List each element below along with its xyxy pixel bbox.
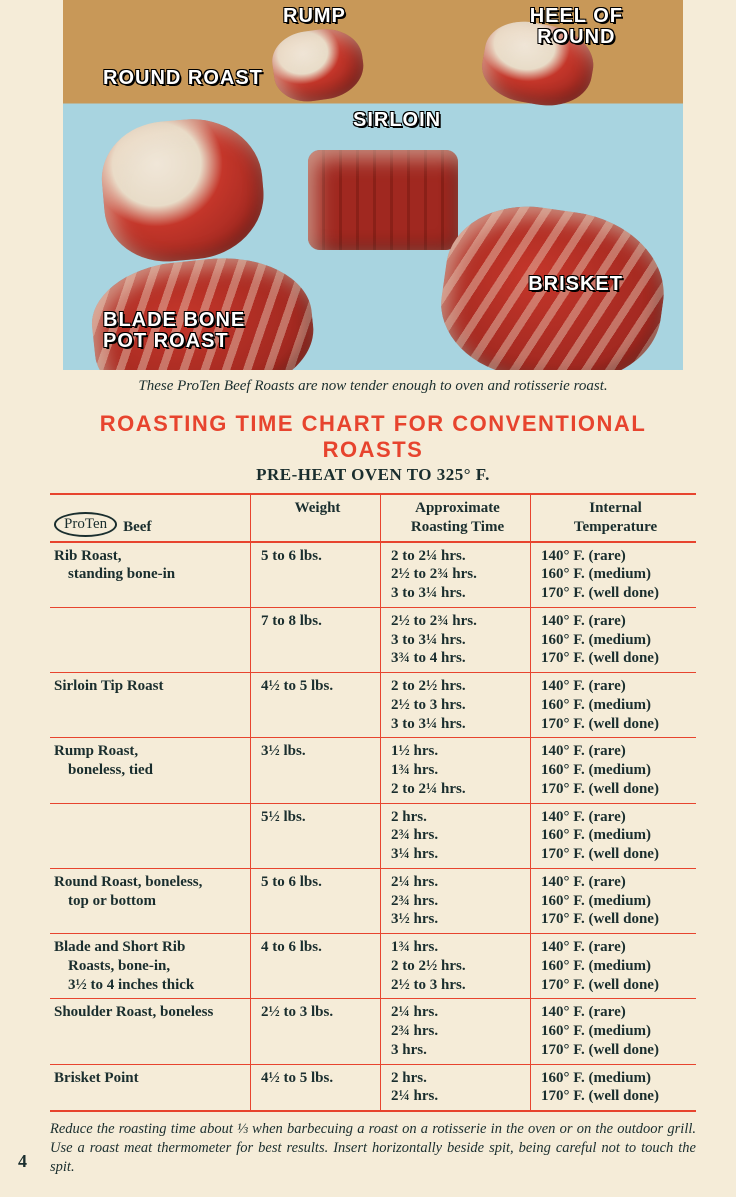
- temp-cell: 140° F. (rare)160° F. (medium)170° F. (w…: [530, 999, 696, 1063]
- weight-cell: 7 to 8 lbs.: [250, 608, 380, 672]
- label-round: ROUND ROAST: [103, 68, 263, 89]
- col-temp: Internal Temperature: [530, 495, 696, 541]
- time-cell: 2 hrs.2¾ hrs.3¼ hrs.: [380, 804, 530, 868]
- col-time: Approximate Roasting Time: [380, 495, 530, 541]
- table-row: 5½ lbs.2 hrs.2¾ hrs.3¼ hrs.140° F. (rare…: [50, 804, 696, 869]
- weight-cell: 4½ to 5 lbs.: [250, 1065, 380, 1111]
- cut-cell: [50, 608, 250, 672]
- weight-cell: 3½ lbs.: [250, 738, 380, 802]
- cut-cell: Shoulder Roast, boneless: [50, 999, 250, 1063]
- temp-cell: 140° F. (rare)160° F. (medium)170° F. (w…: [530, 738, 696, 802]
- cut-cell: Rib Roast,standing bone-in: [50, 543, 250, 607]
- roasting-chart: ProTen Beef Weight Approximate Roasting …: [50, 493, 696, 1112]
- time-cell: 2¼ hrs.2¾ hrs.3½ hrs.: [380, 869, 530, 933]
- col-cut: Beef: [123, 518, 151, 537]
- table-row: 7 to 8 lbs.2½ to 2¾ hrs.3 to 3¼ hrs.3¾ t…: [50, 608, 696, 673]
- label-sirloin: SIRLOIN: [353, 110, 441, 131]
- table-row: Shoulder Roast, boneless2½ to 3 lbs.2¼ h…: [50, 999, 696, 1064]
- table-header-row: ProTen Beef Weight Approximate Roasting …: [50, 495, 696, 543]
- cut-cell: Brisket Point: [50, 1065, 250, 1111]
- temp-cell: 160° F. (medium)170° F. (well done): [530, 1065, 696, 1111]
- col-weight: Weight: [250, 495, 380, 541]
- chart-subtitle: PRE-HEAT OVEN TO 325° F.: [50, 465, 696, 485]
- label-blade: BLADE BONE POT ROAST: [103, 310, 245, 352]
- time-cell: 2 to 2¼ hrs.2½ to 2¾ hrs.3 to 3¼ hrs.: [380, 543, 530, 607]
- temp-cell: 140° F. (rare)160° F. (medium)170° F. (w…: [530, 608, 696, 672]
- temp-cell: 140° F. (rare)160° F. (medium)170° F. (w…: [530, 934, 696, 998]
- table-row: Blade and Short RibRoasts, bone-in,3½ to…: [50, 934, 696, 999]
- cut-cell: Rump Roast,boneless, tied: [50, 738, 250, 802]
- table-row: Rib Roast,standing bone-in5 to 6 lbs.2 t…: [50, 543, 696, 608]
- time-cell: 2¼ hrs.2¾ hrs.3 hrs.: [380, 999, 530, 1063]
- table-row: Brisket Point4½ to 5 lbs.2 hrs.2¼ hrs.16…: [50, 1065, 696, 1113]
- time-cell: 2½ to 2¾ hrs.3 to 3¼ hrs.3¾ to 4 hrs.: [380, 608, 530, 672]
- brand-logo: ProTen: [54, 512, 117, 537]
- weight-cell: 2½ to 3 lbs.: [250, 999, 380, 1063]
- weight-cell: 5 to 6 lbs.: [250, 543, 380, 607]
- cut-cell: [50, 804, 250, 868]
- roasts-photo: RUMP HEEL OF ROUND ROUND ROAST SIRLOIN B…: [63, 0, 683, 370]
- temp-cell: 140° F. (rare)160° F. (medium)170° F. (w…: [530, 543, 696, 607]
- page-number: 4: [18, 1151, 27, 1172]
- label-rump: RUMP: [283, 6, 346, 27]
- cut-cell: Round Roast, boneless,top or bottom: [50, 869, 250, 933]
- table-row: Round Roast, boneless,top or bottom5 to …: [50, 869, 696, 934]
- footnote: Reduce the roasting time about ⅓ when ba…: [50, 1120, 696, 1177]
- table-row: Sirloin Tip Roast4½ to 5 lbs.2 to 2½ hrs…: [50, 673, 696, 738]
- time-cell: 2 hrs.2¼ hrs.: [380, 1065, 530, 1111]
- weight-cell: 5½ lbs.: [250, 804, 380, 868]
- time-cell: 1¾ hrs.2 to 2½ hrs.2½ to 3 hrs.: [380, 934, 530, 998]
- cut-cell: Sirloin Tip Roast: [50, 673, 250, 737]
- weight-cell: 4 to 6 lbs.: [250, 934, 380, 998]
- temp-cell: 140° F. (rare)160° F. (medium)170° F. (w…: [530, 869, 696, 933]
- label-heel: HEEL OF ROUND: [530, 6, 623, 48]
- chart-title: ROASTING TIME CHART FOR CONVENTIONAL ROA…: [50, 411, 696, 463]
- label-brisket: BRISKET: [528, 274, 623, 295]
- cut-cell: Blade and Short RibRoasts, bone-in,3½ to…: [50, 934, 250, 998]
- table-row: Rump Roast,boneless, tied3½ lbs.1½ hrs.1…: [50, 738, 696, 803]
- weight-cell: 4½ to 5 lbs.: [250, 673, 380, 737]
- weight-cell: 5 to 6 lbs.: [250, 869, 380, 933]
- time-cell: 2 to 2½ hrs.2½ to 3 hrs.3 to 3¼ hrs.: [380, 673, 530, 737]
- temp-cell: 140° F. (rare)160° F. (medium)170° F. (w…: [530, 673, 696, 737]
- temp-cell: 140° F. (rare)160° F. (medium)170° F. (w…: [530, 804, 696, 868]
- time-cell: 1½ hrs.1¾ hrs.2 to 2¼ hrs.: [380, 738, 530, 802]
- photo-caption: These ProTen Beef Roasts are now tender …: [50, 378, 696, 395]
